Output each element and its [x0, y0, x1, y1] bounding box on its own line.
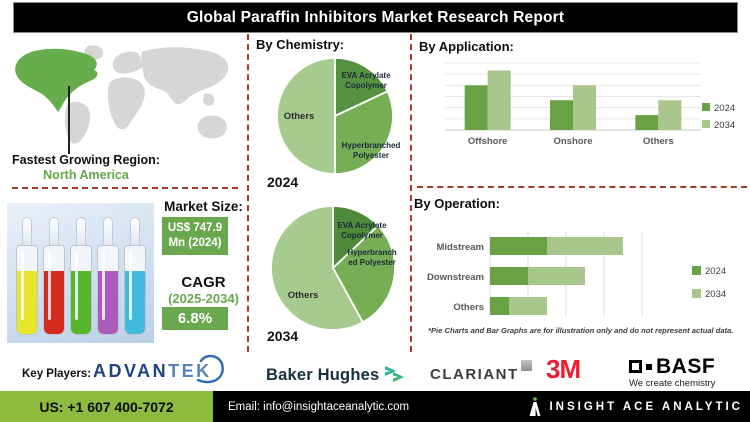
baker-hughes-chevron-icon	[385, 366, 405, 382]
ampoule-vial	[123, 217, 146, 335]
ampoule-vial	[42, 217, 65, 335]
clariant-text: CLARIANT	[430, 366, 519, 383]
north-america-highlight	[15, 48, 98, 112]
advantek-swoosh-icon	[196, 354, 224, 384]
ampoule-vial	[15, 217, 38, 335]
basf-filled-square-icon	[646, 363, 652, 370]
map-pointer-line	[68, 86, 70, 154]
fastest-region-value: North America	[43, 168, 129, 182]
svg-text:Offshore: Offshore	[468, 136, 508, 147]
pie-chart-chemistry-2034	[270, 205, 396, 331]
baker-hughes-text: Baker Hughes	[266, 366, 380, 384]
market-size-value-line2: Mn (2024)	[168, 236, 222, 249]
basf-tagline: We create chemistry	[629, 378, 716, 389]
logo-baker-hughes: Baker Hughes	[266, 362, 406, 385]
svg-text:2024: 2024	[705, 266, 726, 277]
world-map-image	[15, 45, 229, 144]
pie-label-hyperbranched-2024: Hyperbranched Polyester	[341, 141, 401, 161]
fastest-region-label: Fastest Growing Region:	[12, 153, 160, 167]
vertical-divider-left	[247, 34, 249, 352]
section-title-operation: By Operation:	[414, 196, 500, 211]
pie-year-2034: 2034	[267, 328, 299, 344]
pie-label-hyperbranched-2034: Hyperbranch ed Polyester	[347, 248, 397, 268]
svg-text:Onshore: Onshore	[553, 136, 592, 147]
cagr-period: (2025-2034)	[168, 291, 239, 306]
footer-brand: INSIGHT ACE ANALYTIC	[528, 397, 743, 416]
footer-phone: US: +1 607 400-7072	[39, 398, 174, 415]
section-title-application: By Application:	[419, 39, 514, 54]
advantek-text-dark: ADVAN	[93, 361, 169, 381]
footer-bar: Email: info@insightaceanalytic.com INSIG…	[213, 391, 750, 422]
report-title-bar: Global Paraffin Inhibitors Market Resear…	[13, 2, 738, 33]
market-size-heading: Market Size:	[164, 199, 243, 214]
svg-text:Midstream: Midstream	[436, 242, 484, 253]
pie-chart-chemistry-2024	[276, 57, 394, 175]
footer-phone-block: US: +1 607 400-7072	[0, 391, 213, 422]
basf-outline-square-icon	[629, 360, 642, 373]
bar-chart-application: Offshore Onshore Others 2024 2034	[445, 62, 735, 147]
pie-year-2024: 2024	[267, 174, 299, 190]
vertical-divider-right	[410, 34, 412, 352]
pie-label-others-2024: Others	[283, 111, 315, 122]
logo-advantek: ADVANTEK	[93, 354, 224, 384]
logo-clariant: CLARIANT	[430, 360, 532, 383]
advantek-text-light: TEK	[168, 361, 212, 381]
ampoule-vial	[96, 217, 119, 335]
cagr-value-box: 6.8%	[162, 307, 228, 330]
pie-label-eva-2034: EVA Acrylate Copolymer	[337, 221, 387, 241]
footer-email: Email: info@insightaceanalytic.com	[228, 400, 410, 413]
market-size-value-box: US$ 747.9 Mn (2024)	[162, 217, 228, 255]
logo-3m: 3M	[546, 354, 581, 384]
ampoule-vial	[69, 217, 92, 335]
svg-text:2024: 2024	[714, 103, 735, 114]
svg-text:Others: Others	[453, 302, 484, 313]
logo-basf: BASF We create chemistry	[629, 356, 715, 389]
horizontal-divider-right	[417, 186, 747, 188]
pie-label-others-2034: Others	[287, 290, 319, 301]
horizontal-divider-left	[12, 187, 238, 189]
svg-text:Downstream: Downstream	[427, 272, 484, 283]
report-title: Global Paraffin Inhibitors Market Resear…	[186, 8, 565, 26]
disclaimer-footnote: *Pie Charts and Bar Graphs are for illus…	[428, 326, 734, 335]
svg-text:2034: 2034	[705, 289, 726, 300]
section-title-chemistry: By Chemistry:	[256, 37, 345, 52]
key-players-label: Key Players:	[22, 368, 92, 380]
cagr-label: CAGR	[181, 274, 226, 291]
market-size-value-line1: US$ 747.9	[167, 222, 223, 234]
basf-text: BASF	[656, 355, 716, 378]
svg-text:Others: Others	[643, 136, 674, 147]
ampoules-image	[7, 203, 154, 343]
insight-ace-brand-text: INSIGHT ACE ANALYTIC	[549, 400, 743, 413]
svg-text:2034: 2034	[714, 120, 735, 131]
pie-label-eva-2024: EVA Acrylate Copolymer	[341, 71, 391, 91]
insight-ace-logo-icon	[529, 397, 541, 416]
clariant-square-icon	[520, 360, 532, 371]
bar-chart-operation: Midstream Downstream Others 2024 2034	[427, 232, 726, 316]
